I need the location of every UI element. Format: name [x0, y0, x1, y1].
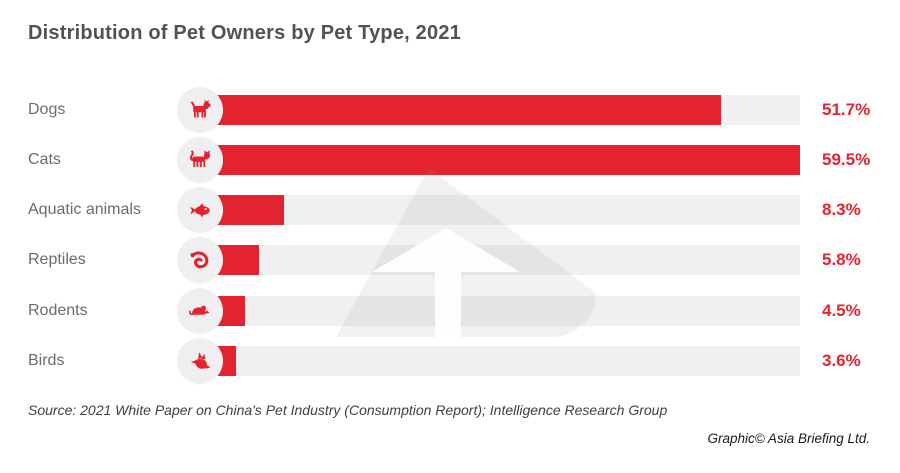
value-label: 51.7% — [822, 100, 871, 119]
bird-icon — [190, 351, 211, 369]
fish-icon — [189, 202, 210, 217]
bar-track — [200, 145, 800, 175]
bar-track — [200, 346, 800, 376]
row-label: Aquatic animals — [28, 201, 141, 218]
bar-row-birds: Birds 3.6% — [0, 338, 900, 384]
value-label: 8.3% — [822, 200, 861, 219]
value-label: 59.5% — [822, 150, 871, 169]
value-label: 3.6% — [822, 351, 861, 370]
row-label: Rodents — [28, 302, 88, 319]
badge — [177, 137, 223, 183]
bar-track — [200, 245, 800, 275]
row-label: Birds — [28, 352, 65, 369]
bar-row-dogs: Dogs 51.7% — [0, 87, 900, 133]
badge — [177, 187, 223, 233]
snake-icon — [189, 250, 208, 268]
bar-track — [200, 95, 800, 125]
bar-row-aquatic: Aquatic animals 8.3% — [0, 187, 900, 233]
value-label: 4.5% — [822, 301, 861, 320]
mouse-icon — [188, 305, 209, 315]
bar-track — [200, 296, 800, 326]
bar-row-rodents: Rodents 4.5% — [0, 288, 900, 334]
badge — [177, 288, 223, 334]
bar-fill — [200, 145, 800, 175]
value-label: 5.8% — [822, 250, 861, 269]
row-label: Cats — [28, 151, 61, 168]
page-title: Distribution of Pet Owners by Pet Type, … — [28, 22, 461, 44]
bar-row-reptiles: Reptiles 5.8% — [0, 237, 900, 283]
row-label: Dogs — [28, 101, 66, 118]
bar-track — [200, 195, 800, 225]
dog-icon — [190, 99, 211, 117]
credit-note: Graphic© Asia Briefing Ltd. — [707, 431, 870, 446]
row-label: Reptiles — [28, 251, 86, 268]
badge — [177, 338, 223, 384]
source-note: Source: 2021 White Paper on China's Pet … — [28, 402, 668, 418]
bar-row-cats: Cats 59.5% — [0, 137, 900, 183]
cat-icon — [189, 149, 210, 167]
badge — [177, 87, 223, 133]
bar-fill — [200, 95, 722, 125]
badge — [177, 237, 223, 283]
